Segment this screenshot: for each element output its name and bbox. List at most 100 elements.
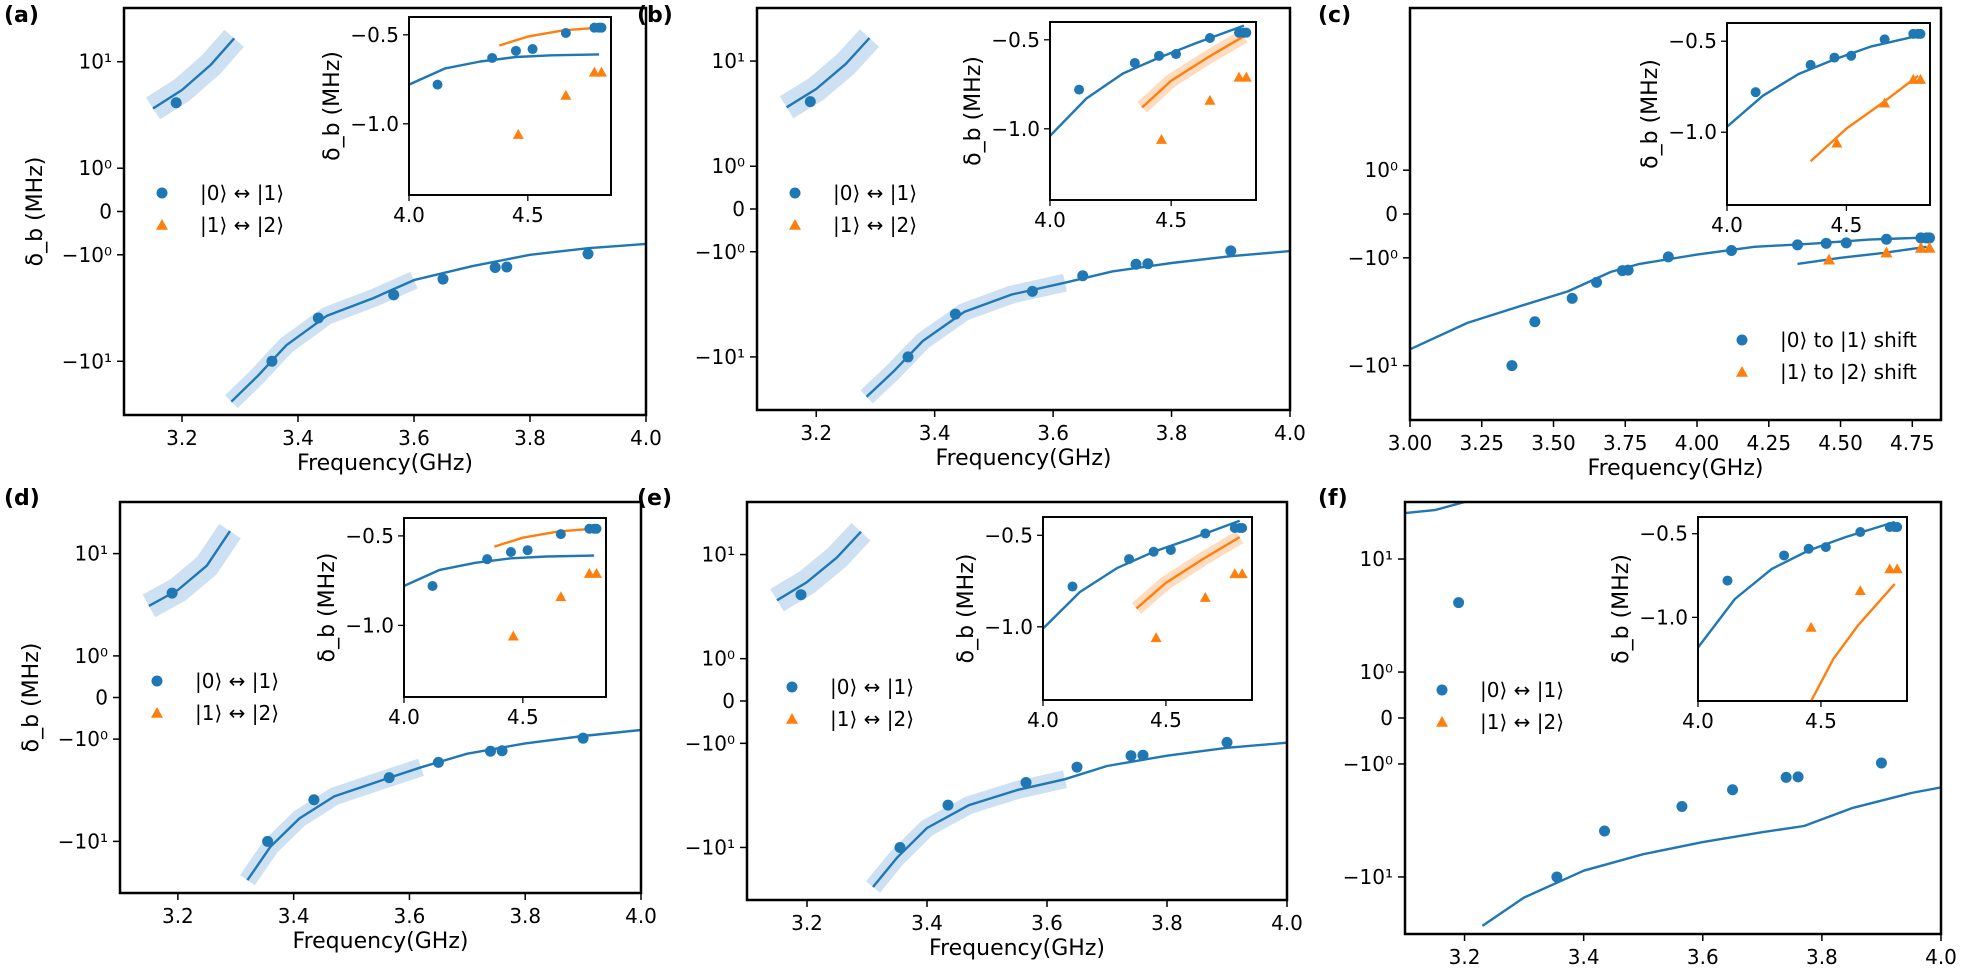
inset-point-12 bbox=[1884, 563, 1896, 574]
data-point-12 bbox=[1914, 241, 1927, 253]
x-tick-label: 3.8 bbox=[509, 904, 541, 928]
y-tick-label: −10⁰ bbox=[1348, 246, 1398, 270]
panel-label: (c) bbox=[1318, 3, 1351, 28]
inset-frame bbox=[403, 517, 607, 698]
legend-label-01: |0⟩ to |1⟩ shift bbox=[1780, 328, 1917, 352]
inset-y-axis-label: δ_b (MHz) bbox=[1609, 554, 1634, 664]
legend-label-01: |0⟩ ↔ |1⟩ bbox=[833, 181, 917, 205]
inset-y-axis-label: δ_b (MHz) bbox=[1638, 59, 1663, 169]
x-tick-label: 3.8 bbox=[1806, 945, 1838, 968]
x-axis-label: Frequency(GHz) bbox=[297, 451, 473, 476]
x-tick-label: 3.8 bbox=[1156, 421, 1188, 445]
data-point-01 bbox=[1662, 251, 1674, 263]
inset-point-12 bbox=[588, 66, 600, 77]
x-axis-label: Frequency(GHz) bbox=[936, 446, 1112, 471]
inset-y-tick-label: −1.0 bbox=[345, 613, 394, 637]
y-tick-label: 0 bbox=[95, 686, 108, 710]
data-point-01 bbox=[582, 248, 594, 260]
data-point-01 bbox=[1459, 0, 1470, 2]
inset: 4.0 4.5 −0.5 −1.0δ_b (MHz) bbox=[1609, 516, 1908, 733]
inset-y-tick-label: −1.0 bbox=[991, 117, 1040, 141]
legend-label-12: |1⟩ ↔ |2⟩ bbox=[833, 213, 917, 237]
y-tick-label: 10⁰ bbox=[712, 154, 745, 178]
panel-label: (e) bbox=[637, 486, 672, 511]
x-tick-label: 4.25 bbox=[1747, 431, 1792, 455]
data-point-01 bbox=[166, 587, 178, 599]
data-point-01 bbox=[1780, 771, 1792, 783]
fit-curve-upper bbox=[776, 530, 862, 602]
y-tick-label: 0 bbox=[722, 689, 735, 713]
confidence-band-upper bbox=[142, 523, 241, 618]
data-point-01 bbox=[437, 273, 449, 285]
inset-point-01 bbox=[1915, 28, 1926, 39]
y-tick-label: 0 bbox=[1380, 706, 1393, 730]
y-tick-label: 10¹ bbox=[712, 49, 745, 73]
data-point-01 bbox=[1026, 285, 1038, 297]
x-tick-label: 3.2 bbox=[1449, 945, 1481, 968]
y-tick-label: 0 bbox=[99, 200, 112, 224]
inset-point-01 bbox=[482, 554, 493, 565]
confidence-band-lower bbox=[239, 758, 424, 886]
inset: 4.0 4.5 −0.5 −1.0δ_b (MHz) bbox=[320, 16, 612, 227]
inset-x-tick-label: 4.0 bbox=[1682, 709, 1714, 733]
data-point-01 bbox=[266, 355, 278, 367]
data-point-01 bbox=[942, 799, 954, 811]
inset-y-tick-label: −0.5 bbox=[1668, 29, 1717, 53]
inset-x-tick-label: 4.0 bbox=[393, 203, 425, 227]
inset-point-01 bbox=[427, 581, 438, 592]
inset-point-01 bbox=[1154, 50, 1165, 61]
x-tick-label: 3.6 bbox=[1037, 421, 1069, 445]
inset-frame-border bbox=[1697, 516, 1908, 702]
inset-y-tick-label: −0.5 bbox=[984, 523, 1033, 547]
inset-point-01 bbox=[1200, 528, 1211, 539]
panel-e: (e) 3.2 3.4 3.6 3.8 4.0 10¹ 10⁰ 0 −10⁰ −10¹ Frequen… bbox=[637, 486, 1303, 961]
panel-d: (d) 3.2 3.4 3.6 3.8 4.0 10¹ 10⁰ 0 −10⁰ −10¹ Frequen… bbox=[4, 486, 657, 954]
data-point-01 bbox=[170, 97, 182, 109]
legend-marker-12 bbox=[786, 713, 798, 724]
data-point-01 bbox=[1506, 360, 1518, 372]
data-point-01 bbox=[1142, 258, 1154, 270]
y-tick-label: −10⁰ bbox=[1343, 752, 1393, 776]
inset-point-01 bbox=[1124, 554, 1135, 565]
inset-point-01 bbox=[1165, 544, 1176, 555]
x-tick-label: 3.00 bbox=[1388, 431, 1433, 455]
legend-marker-12 bbox=[151, 707, 163, 718]
legend: |0⟩ ↔ |1⟩ |1⟩ ↔ |2⟩ bbox=[786, 675, 914, 731]
inset-point-12 bbox=[1854, 585, 1866, 595]
inset-x-tick-label: 4.5 bbox=[507, 705, 539, 729]
data-point-01 bbox=[1676, 801, 1688, 813]
inset-y-tick-label: −1.0 bbox=[1639, 605, 1688, 629]
data-point-01 bbox=[501, 261, 513, 273]
legend-label-01: |0⟩ ↔ |1⟩ bbox=[1480, 678, 1564, 702]
inset-plot-area bbox=[1050, 24, 1252, 144]
inset-y-tick-label: −1.0 bbox=[350, 112, 399, 136]
y-tick-label: −10¹ bbox=[62, 349, 112, 373]
inset-fit-01 bbox=[1043, 519, 1241, 630]
fit-curve-upper bbox=[148, 530, 231, 607]
data-point-01 bbox=[496, 745, 508, 757]
y-tick-label: −10¹ bbox=[685, 835, 735, 859]
inset-point-12 bbox=[1879, 97, 1891, 108]
legend: |0⟩ to |1⟩ shift |1⟩ to |2⟩ shift bbox=[1736, 328, 1917, 384]
x-tick-label: 4.0 bbox=[1925, 945, 1957, 968]
x-tick-label: 3.6 bbox=[1031, 911, 1063, 935]
data-point-01 bbox=[1130, 258, 1142, 270]
inset-point-12 bbox=[1204, 94, 1216, 105]
data-point-01 bbox=[1551, 871, 1563, 883]
x-tick-label: 3.8 bbox=[514, 426, 546, 450]
inset-frame-border bbox=[1049, 21, 1257, 201]
data-point-01 bbox=[1725, 244, 1737, 256]
legend-marker-12 bbox=[156, 219, 168, 230]
data-point-01 bbox=[949, 308, 961, 320]
data-point-01 bbox=[1566, 292, 1578, 304]
data-point-01 bbox=[1529, 316, 1541, 328]
x-tick-label: 3.4 bbox=[919, 421, 951, 445]
data-point-01 bbox=[795, 589, 807, 601]
data-point-01 bbox=[1924, 232, 1936, 244]
y-tick-label: −10⁰ bbox=[62, 243, 112, 267]
inset-x-tick-label: 4.0 bbox=[1711, 213, 1743, 237]
inset-point-12 bbox=[1240, 71, 1252, 82]
inset-point-01 bbox=[1805, 59, 1816, 70]
inset-y-axis-label: δ_b (MHz) bbox=[315, 553, 340, 663]
data-point-01 bbox=[312, 312, 324, 324]
